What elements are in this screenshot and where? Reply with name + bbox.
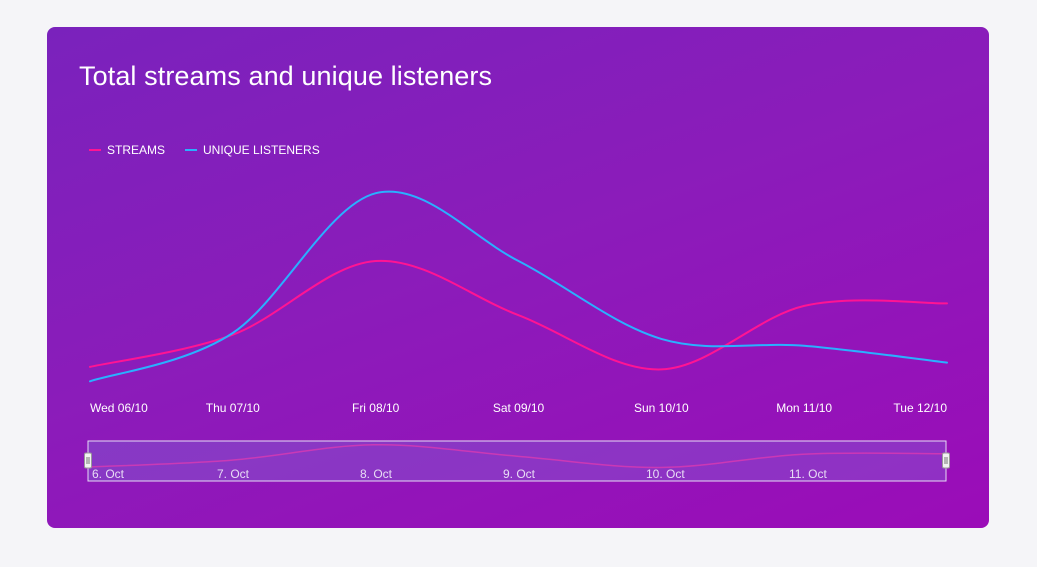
navigator-right-handle[interactable]	[942, 452, 950, 469]
legend-item-unique-listeners[interactable]: UNIQUE LISTENERS	[185, 143, 320, 157]
navigator-label: 8. Oct	[360, 467, 393, 481]
streams-line	[89, 259, 948, 371]
legend-label-streams: STREAMS	[107, 143, 166, 157]
navigator-label: 6. Oct	[92, 467, 125, 481]
legend-item-streams[interactable]: STREAMS	[89, 143, 165, 157]
unique-listeners-line	[89, 190, 948, 383]
navigator-label: 7. Oct	[217, 467, 250, 481]
navigator-label: 11. Oct	[789, 467, 827, 481]
listeners-swatch	[185, 149, 198, 151]
x-tick-label: Wed 06/10	[90, 401, 148, 415]
x-tick-label: Thu 07/10	[206, 401, 260, 415]
chart-title: Total streams and unique listeners	[79, 61, 493, 91]
chart-plot: Wed 06/10 Thu 07/10 Fri 08/10 Sat 09/10 Sun …	[84, 190, 950, 482]
x-tick-label: Sun 10/10	[634, 401, 689, 415]
navigator-label: 9. Oct	[503, 467, 536, 481]
chart-card: Total streams and unique listeners STREA…	[47, 27, 989, 528]
legend-label-unique-listeners: UNIQUE LISTENERS	[203, 143, 320, 157]
navigator-label: 10. Oct	[646, 467, 685, 481]
x-tick-label: Fri 08/10	[352, 401, 400, 415]
navigator-series-line	[87, 444, 947, 469]
legend: STREAMS UNIQUE LISTENERS	[89, 143, 320, 157]
streams-swatch	[89, 149, 101, 151]
x-tick-label: Mon 11/10	[776, 401, 832, 415]
navigator-left-handle[interactable]	[84, 452, 92, 469]
x-tick-label: Tue 12/10	[893, 401, 947, 415]
x-tick-label: Sat 09/10	[493, 401, 545, 415]
